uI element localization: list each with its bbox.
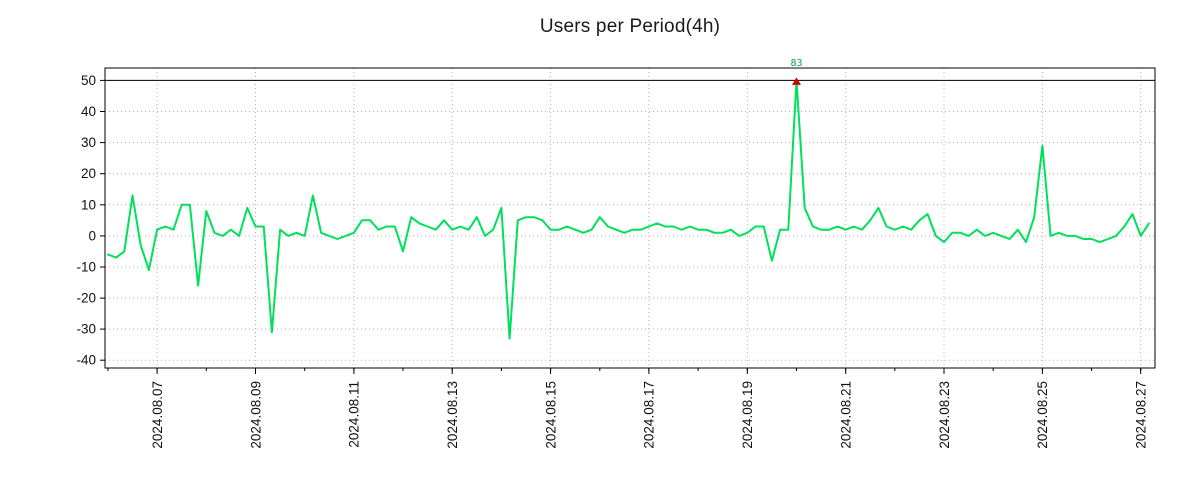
x-tick-label: 2024.08.25	[1035, 381, 1050, 449]
series-line	[107, 79, 1150, 340]
y-tick-label: -30	[76, 322, 96, 337]
plot-frame	[104, 67, 1156, 369]
y-tick-label: -40	[76, 353, 96, 368]
y-axis: -40 -30 -20 -10 0 10 20 30 40 50	[76, 73, 105, 368]
x-tick-label: 2024.08.21	[839, 381, 854, 449]
x-axis: 2024.08.07 2024.08.09 2024.08.11 2024.08.13…	[107, 368, 1149, 449]
x-tick-label: 2024.08.23	[937, 381, 952, 449]
y-tick-label: 0	[88, 228, 96, 243]
x-tick-label: 2024.08.15	[543, 381, 558, 449]
x-tick-label: 2024.08.11	[347, 381, 362, 448]
y-tick-label: 40	[81, 104, 96, 119]
chart-title: Users per Period(4h)	[539, 16, 721, 37]
y-tick-label: 50	[81, 73, 96, 88]
peak-annotation: 83	[790, 58, 802, 69]
x-tick-label: 2024.08.13	[445, 381, 460, 449]
y-tick-label: -10	[76, 260, 96, 275]
peak-marker-triangle-icon	[791, 77, 801, 85]
y-tick-label: -20	[76, 291, 96, 306]
x-tick-label: 2024.08.17	[642, 381, 657, 449]
y-tick-label: 30	[81, 135, 96, 150]
x-tick-label: 2024.08.09	[248, 381, 263, 449]
x-tick-label: 2024.08.27	[1134, 381, 1149, 449]
y-tick-label: 10	[81, 197, 96, 212]
x-tick-label: 2024.08.19	[740, 381, 755, 449]
y-tick-label: 20	[81, 166, 96, 181]
grid-lines	[105, 68, 1155, 368]
x-tick-label: 2024.08.07	[150, 381, 165, 449]
